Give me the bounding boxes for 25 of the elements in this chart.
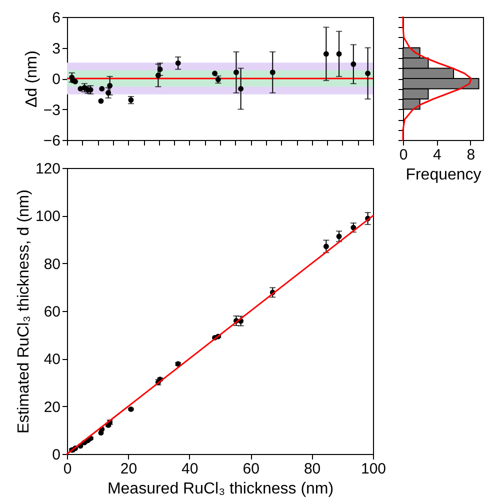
x-axis-title: Measured RuCl₃ thickness (nm) — [107, 480, 334, 498]
x-tick-label: 0 — [63, 460, 72, 478]
x-tick-label: 20 — [120, 460, 138, 478]
y-axis-title: Δd (nm) — [23, 50, 40, 108]
y-tick-label: 120 — [35, 160, 60, 178]
x-tick-label: 60 — [242, 460, 260, 478]
y-tick-label: 0 — [52, 446, 60, 464]
y-tick-label: 80 — [44, 256, 60, 273]
y-tick-label: 100 — [35, 208, 60, 226]
y-axis-title: Estimated RuCl₃ thickness, d (nm) — [15, 190, 32, 434]
y-tick-label: −3 — [43, 102, 60, 119]
x-tick-label: 80 — [304, 460, 321, 478]
y-tick-label: 0 — [52, 71, 60, 88]
x-tick-label: 40 — [182, 460, 198, 478]
y-tick-label: −6 — [43, 132, 60, 150]
y-tick-label: 40 — [44, 351, 60, 368]
x-axis-title: Frequency — [406, 166, 482, 184]
y-tick-label: 20 — [44, 398, 60, 416]
x-tick-label: 4 — [433, 146, 442, 164]
y-tick-label: 60 — [44, 304, 60, 320]
x-tick-label: 0 — [399, 146, 408, 164]
x-tick-label: 100 — [360, 460, 386, 478]
x-tick-label: 8 — [466, 146, 476, 164]
y-tick-label: 3 — [52, 40, 60, 58]
y-tick-label: 6 — [52, 10, 60, 26]
